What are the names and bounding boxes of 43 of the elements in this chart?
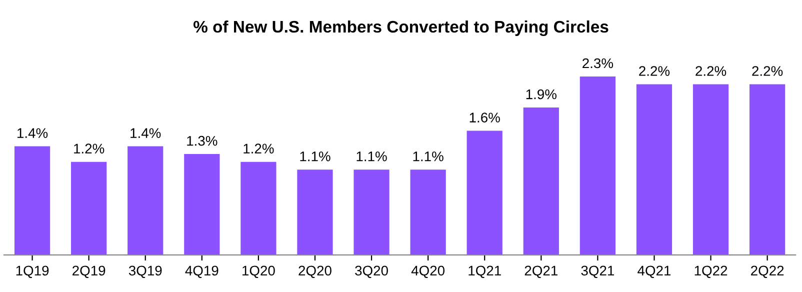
x-tick-label: 2Q20	[298, 266, 332, 278]
data-label: 1.2%	[244, 144, 274, 154]
data-label: 1.9%	[526, 89, 556, 100]
bar	[580, 76, 616, 255]
data-label: 2.3%	[582, 58, 614, 68]
bar	[466, 130, 502, 255]
bar	[184, 154, 220, 255]
data-label: 1.4%	[130, 128, 161, 138]
data-label: 1.4%	[18, 128, 48, 138]
x-tick-label: 3Q21	[581, 266, 614, 278]
data-label: 1.3%	[187, 136, 218, 146]
bar	[297, 170, 333, 255]
data-label: 1.6%	[470, 112, 500, 122]
data-label: 2.2%	[752, 66, 783, 76]
data-label: 1.1%	[356, 152, 387, 162]
x-tick-label: 4Q21	[638, 266, 671, 278]
bar	[750, 84, 786, 255]
x-tick-label: 4Q19	[185, 266, 218, 278]
data-label: 2.2%	[639, 66, 670, 76]
bar	[240, 162, 276, 255]
data-label: 1.1%	[413, 152, 444, 162]
bar	[523, 108, 559, 255]
x-tick-label: 2Q22	[751, 266, 784, 278]
x-tick-label: 4Q20	[411, 266, 445, 278]
data-label: 1.2%	[74, 144, 104, 154]
bar	[354, 170, 390, 255]
bar	[71, 162, 107, 255]
x-tick-label: 1Q21	[468, 266, 501, 278]
bar	[692, 84, 729, 255]
x-tick-label: 2Q19	[72, 266, 106, 278]
data-label: 1.1%	[300, 152, 330, 162]
bar	[14, 146, 50, 255]
x-tick-label: 3Q20	[355, 266, 388, 278]
bar	[636, 84, 672, 255]
x-tick-label: 3Q19	[128, 266, 162, 278]
chart-title: % of New U.S. Members Converted to Paying Circles	[194, 20, 608, 36]
x-tick-label: 1Q19	[16, 266, 49, 278]
bar	[410, 170, 446, 255]
x-tick-label: 2Q21	[524, 266, 558, 278]
data-label: 2.2%	[696, 66, 726, 76]
x-tick-label: 1Q22	[694, 266, 728, 278]
bar	[128, 146, 164, 255]
x-tick-label: 1Q20	[242, 266, 275, 278]
